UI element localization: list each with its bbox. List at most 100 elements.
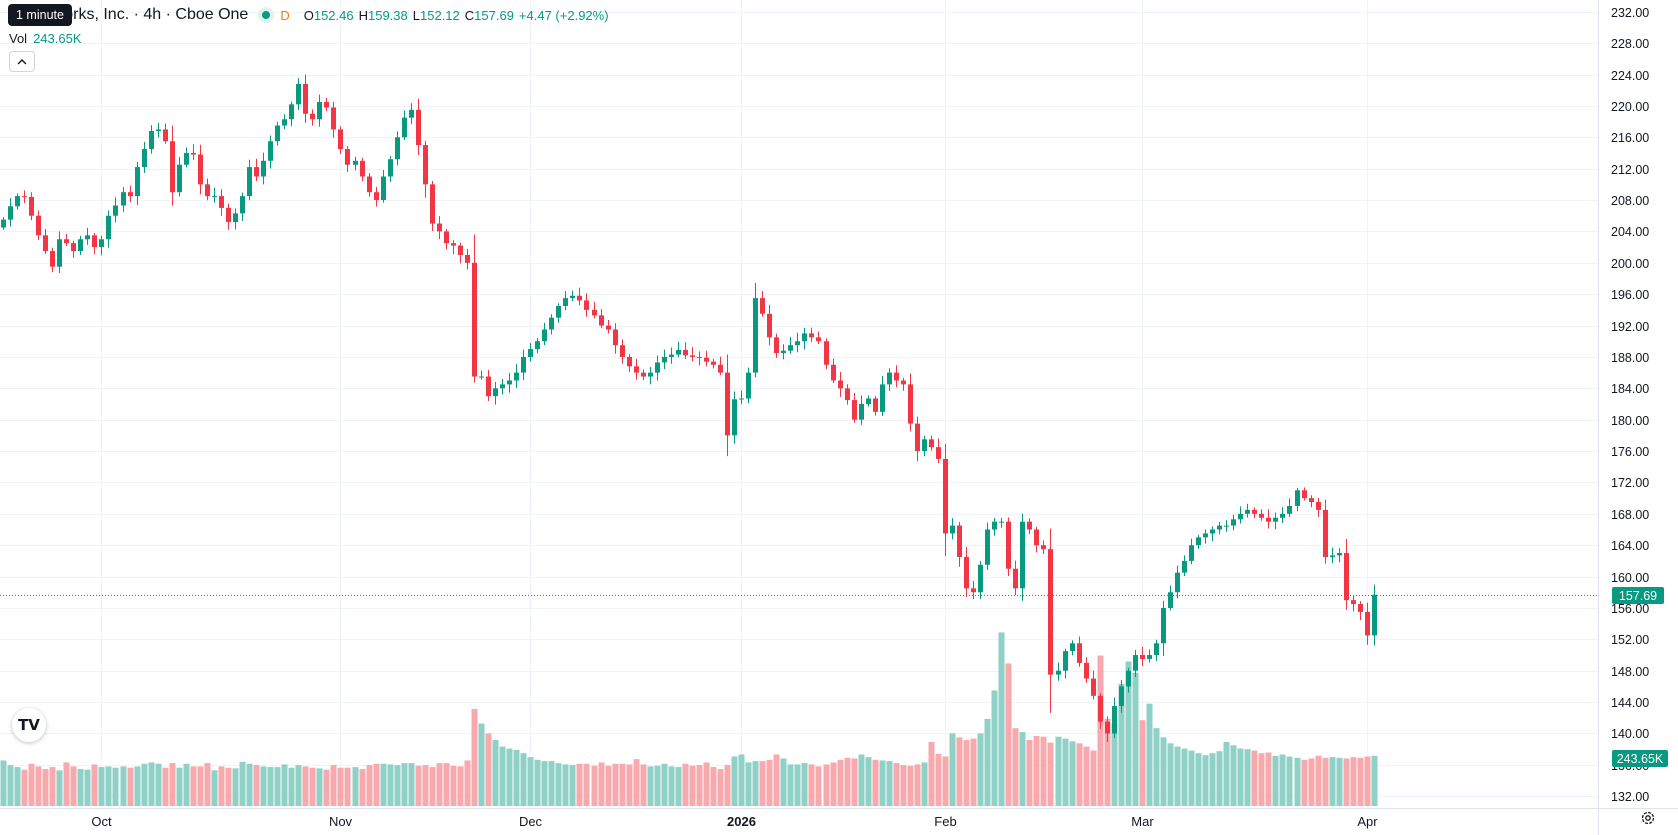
volume-bar xyxy=(773,754,780,806)
volume-bar xyxy=(654,765,661,806)
volume-bar xyxy=(232,768,239,806)
volume-bar xyxy=(499,746,506,806)
candle-body xyxy=(324,101,329,108)
settings-icon[interactable] xyxy=(1640,810,1656,826)
volume-bar xyxy=(963,740,970,806)
candle-body xyxy=(1070,643,1075,652)
collapse-legend-button[interactable] xyxy=(9,51,35,72)
market-status-icon[interactable] xyxy=(258,7,275,23)
candle-body xyxy=(444,231,449,244)
candle-body xyxy=(1245,509,1250,514)
volume-bar xyxy=(1286,756,1293,806)
candle-body xyxy=(226,207,231,223)
volume-bar xyxy=(1364,756,1371,806)
candle-body xyxy=(1358,604,1363,612)
candle-body xyxy=(549,317,554,330)
volume-bar xyxy=(548,761,555,806)
candle-body xyxy=(943,458,948,534)
price-tick-label: 160.00 xyxy=(1611,571,1649,585)
volume-bar xyxy=(921,762,928,806)
svg-text:157.69: 157.69 xyxy=(1619,589,1657,603)
volume-bar xyxy=(752,761,759,806)
candle-body xyxy=(1048,549,1053,675)
volume-bar xyxy=(1062,738,1069,806)
candle-body xyxy=(971,588,976,593)
candle-body xyxy=(296,83,301,105)
volume-bar xyxy=(1308,758,1315,806)
candle-body xyxy=(1252,509,1257,514)
price-tick-label: 212.00 xyxy=(1611,163,1649,177)
candle-body xyxy=(451,243,456,246)
volume-bar xyxy=(21,769,28,806)
volume-bar xyxy=(253,765,260,806)
candle-body xyxy=(1027,521,1032,530)
candle-body xyxy=(113,205,118,216)
candle-body xyxy=(950,525,955,534)
volume-bar xyxy=(422,765,429,806)
symbol-legend[interactable]: to Networks, Inc. · 4h · Cboe One D O152… xyxy=(10,6,614,24)
candle-body xyxy=(1295,490,1300,506)
volume-series xyxy=(0,632,1378,806)
price-tick-label: 204.00 xyxy=(1611,225,1649,239)
candle-body xyxy=(507,380,512,385)
volume-bar xyxy=(1244,749,1251,806)
volume-bar xyxy=(633,759,640,806)
last-price-label: 157.69 xyxy=(1612,587,1664,604)
price-tick-label: 180.00 xyxy=(1611,414,1649,428)
candle-body xyxy=(289,104,294,120)
time-tick-label: Dec xyxy=(519,814,543,829)
candle-body xyxy=(1287,505,1292,514)
price-tick-label: 172.00 xyxy=(1611,476,1649,490)
volume-bar xyxy=(1371,755,1378,806)
volume-bar xyxy=(1315,755,1322,806)
candle-body xyxy=(725,372,730,436)
candle-body xyxy=(655,362,660,373)
candlestick-series xyxy=(1,74,1377,742)
candle-body xyxy=(845,388,850,401)
candle-body xyxy=(831,364,836,381)
time-axis[interactable]: Oct Nov Dec 2026 Feb Mar Apr xyxy=(0,808,1678,830)
volume-bar xyxy=(141,763,148,806)
volume-bar xyxy=(1111,723,1118,806)
candle-body xyxy=(458,245,463,255)
volume-bar xyxy=(429,767,436,806)
volume-bar xyxy=(7,765,14,806)
candle-body xyxy=(50,251,55,267)
candle-body xyxy=(1147,655,1152,659)
price-axis[interactable]: 232.00 228.00 224.00 220.00 216.00 212.00 208.… xyxy=(1598,0,1650,835)
candle-body xyxy=(760,298,765,314)
candle-body xyxy=(402,117,407,138)
candle-body xyxy=(1323,509,1328,557)
candle-body xyxy=(1238,513,1243,520)
volume-bar xyxy=(1230,745,1237,806)
candle-body xyxy=(1259,513,1264,518)
candle-body xyxy=(1140,655,1145,659)
volume-legend[interactable]: Vol 243.65K xyxy=(9,31,82,46)
volume-bar xyxy=(176,767,183,806)
candle-body xyxy=(212,196,217,198)
candle-body xyxy=(894,372,899,381)
candle-body xyxy=(1273,517,1278,522)
candle-body xyxy=(1,219,6,228)
candle-body xyxy=(423,145,428,185)
interval-badge[interactable]: D xyxy=(280,7,290,23)
candle-body xyxy=(142,149,147,168)
volume-bar xyxy=(344,767,351,806)
volume-bar xyxy=(1301,759,1308,806)
candle-body xyxy=(648,372,653,377)
candle-body xyxy=(704,357,709,362)
candle-body xyxy=(71,243,76,252)
volume-bar xyxy=(1181,748,1188,806)
candle-body xyxy=(697,356,702,358)
volume-bar xyxy=(1090,750,1097,806)
candle-body xyxy=(486,376,491,397)
volume-bar xyxy=(183,763,190,806)
candle-body xyxy=(690,355,695,357)
candle-body xyxy=(873,398,878,412)
tradingview-logo-icon[interactable]: TV xyxy=(12,708,46,742)
volume-bar xyxy=(794,764,801,806)
ohlc-close: C157.69 xyxy=(464,7,514,23)
volume-bar xyxy=(668,766,675,806)
candle-body xyxy=(1189,545,1194,561)
